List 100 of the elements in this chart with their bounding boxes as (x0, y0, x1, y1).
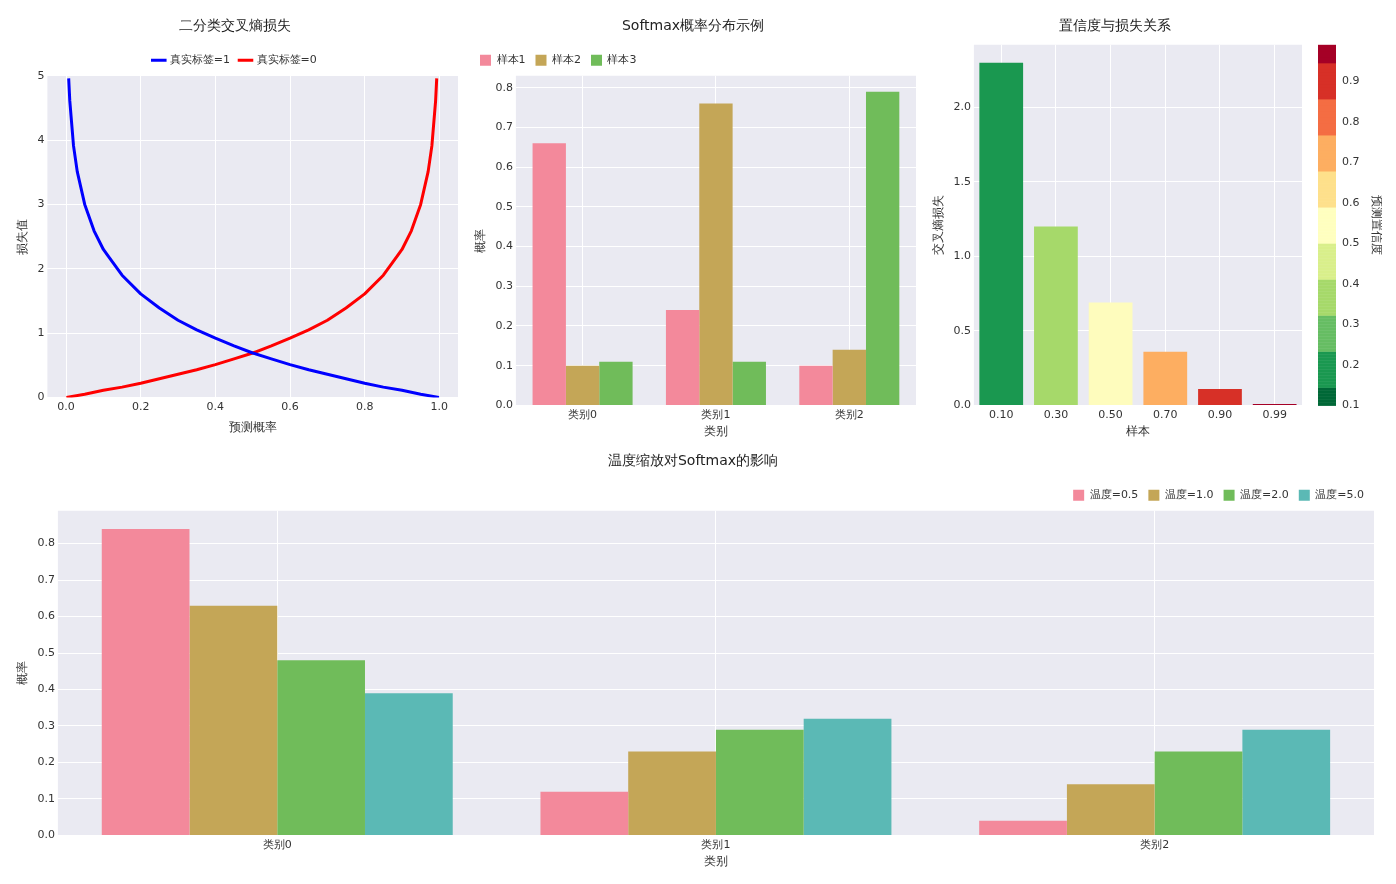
x-tick-label: 0.10 (988, 407, 1014, 421)
legend-label: 温度=2.0 (1240, 488, 1289, 502)
bar (628, 751, 716, 835)
x-axis-title: 类别 (703, 853, 728, 868)
color-bar-label: 0.2 (1342, 357, 1360, 371)
x-tick-label: 类别1 (701, 407, 731, 421)
x-tick-label: 类别0 (262, 837, 292, 851)
y-tick-label: 0.3 (495, 279, 513, 293)
y-tick-label: 4 (37, 132, 45, 146)
x-tick-label: 1.0 (430, 399, 449, 413)
y-tick-label: 1.0 (953, 249, 971, 263)
bar (979, 820, 1067, 835)
y-axis-title: 概率 (473, 228, 488, 253)
y-tick-label: 0.8 (37, 536, 55, 550)
y-axis-title: 概率 (15, 661, 30, 686)
bar (364, 693, 453, 835)
bar (1154, 751, 1243, 835)
bar (189, 605, 278, 835)
y-tick-label: 0.4 (37, 682, 55, 696)
legend-label: 温度=5.0 (1315, 488, 1365, 502)
color-bar-label: 0.9 (1342, 74, 1360, 88)
y-tick-label: 0.5 (37, 645, 55, 659)
bar (101, 529, 190, 835)
y-tick-label: 0.2 (37, 755, 55, 769)
bar (799, 365, 833, 405)
legend-label: 真实标签=0 (256, 53, 317, 67)
y-tick-label: 1.5 (953, 174, 971, 188)
y-tick-label: 2 (37, 261, 45, 275)
y-tick-label: 1 (37, 325, 45, 339)
bar (979, 62, 1024, 405)
color-bar-label: 0.3 (1342, 317, 1360, 331)
y-tick-label: 0.1 (495, 358, 513, 372)
x-tick-label: 0.0 (57, 399, 75, 413)
y-tick-label: 5 (37, 68, 45, 82)
legend-label: 温度=1.0 (1164, 488, 1214, 502)
y-tick-label: 0.4 (495, 239, 513, 253)
color-bar-label: 0.5 (1342, 236, 1360, 250)
bar (1034, 226, 1078, 405)
x-tick-label: 类别2 (1140, 837, 1170, 851)
color-bar-label: 0.6 (1342, 195, 1360, 209)
y-tick-label: 0.6 (37, 609, 55, 623)
color-bar-label: 0.1 (1342, 398, 1360, 412)
x-tick-label: 0.70 (1153, 407, 1178, 421)
bar (1143, 351, 1188, 405)
chart-title: 二分类交叉熵损失 (179, 17, 291, 34)
x-tick-label: 0.50 (1098, 407, 1123, 421)
x-axis-title: 预测概率 (228, 419, 277, 434)
y-tick-label: 0.7 (37, 572, 55, 586)
legend-label: 样本3 (607, 53, 637, 67)
bar (699, 103, 733, 405)
bar (1242, 729, 1331, 835)
x-tick-label: 0.6 (281, 399, 299, 413)
bar (532, 143, 566, 405)
x-tick-label: 0.99 (1262, 407, 1287, 421)
bar (865, 91, 900, 405)
x-tick-label: 0.30 (1043, 407, 1069, 421)
y-tick-label: 0.0 (37, 828, 55, 842)
bar (832, 349, 866, 405)
chart-title: 置信度与损失关系 (1059, 17, 1171, 34)
x-tick-label: 0.8 (355, 399, 374, 413)
bar (565, 365, 600, 405)
y-tick-label: 0.2 (495, 318, 513, 332)
legend-label: 真实标签=1 (169, 53, 230, 67)
legend-label: 样本2 (552, 53, 581, 67)
y-tick-label: 0.7 (495, 120, 513, 134)
color-bar-label: 0.7 (1342, 155, 1360, 169)
chart-title: Softmax概率分布示例 (621, 17, 765, 34)
x-tick-label: 类别0 (568, 407, 598, 421)
bar (715, 729, 804, 835)
bar (277, 660, 365, 835)
bar (803, 718, 892, 835)
y-tick-label: 0 (37, 390, 45, 404)
bar (1198, 389, 1242, 405)
bar (599, 361, 633, 405)
y-tick-label: 3 (37, 197, 45, 211)
bar (1088, 302, 1133, 405)
bar (732, 361, 766, 405)
y-axis-title: 损失值 (15, 218, 30, 255)
x-tick-label: 类别2 (834, 407, 864, 421)
bar (540, 791, 629, 835)
x-axis-title: 类别 (703, 423, 728, 438)
x-tick-label: 0.4 (206, 399, 225, 413)
x-axis-title: 样本 (1125, 423, 1150, 438)
color-bar-label: 0.8 (1342, 114, 1360, 128)
y-axis-title: 交叉熵损失 (931, 195, 946, 256)
y-tick-label: 2.0 (953, 100, 971, 114)
y-tick-label: 0.6 (495, 159, 513, 173)
y-tick-label: 0.5 (495, 199, 513, 213)
legend-label: 温度=0.5 (1089, 488, 1139, 502)
y-tick-label: 0.5 (953, 323, 971, 337)
y-tick-label: 0.8 (495, 80, 513, 94)
y-tick-label: 0.3 (37, 718, 55, 732)
bar (1066, 784, 1155, 835)
x-tick-label: 类别1 (701, 837, 731, 851)
x-tick-label: 0.90 (1207, 407, 1233, 421)
chart-title: 温度缩放对Softmax的影响 (607, 452, 779, 469)
y-tick-label: 0.1 (37, 791, 55, 805)
color-bar-label: 0.4 (1342, 276, 1360, 290)
bar (665, 310, 700, 405)
x-tick-label: 0.2 (131, 399, 150, 413)
